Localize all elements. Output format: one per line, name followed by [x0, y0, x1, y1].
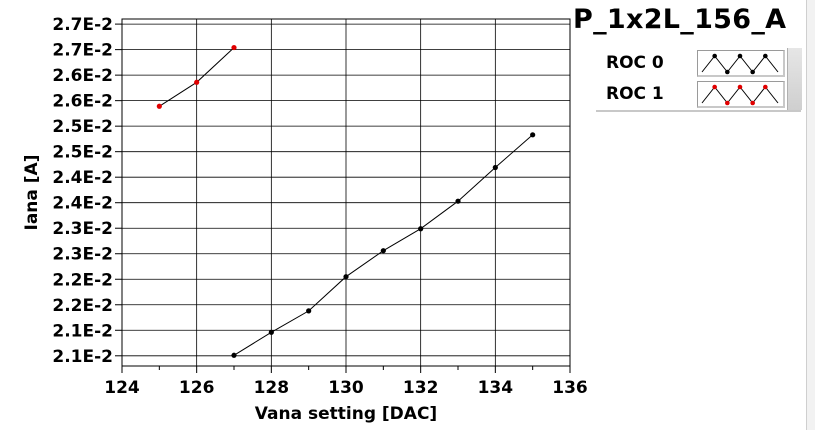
- series-points: [156, 44, 536, 358]
- data-point-roc-0: [231, 352, 237, 358]
- x-axis-title: Vana setting [DAC]: [255, 404, 437, 424]
- legend-line: [701, 86, 779, 104]
- window-edge: [806, 0, 815, 430]
- legend-item-roc-0: ROC 0: [596, 48, 801, 79]
- x-tick-label: 124: [104, 378, 140, 398]
- y-tick-label: 2.1E-2: [52, 347, 113, 367]
- legend-marker: [737, 53, 743, 59]
- grid-lines: [121, 19, 571, 366]
- y-tick-label: 2.3E-2: [52, 219, 113, 239]
- legend-marker: [763, 53, 768, 59]
- legend-swatch-roc-1: [697, 81, 785, 108]
- data-point-roc-1: [156, 103, 162, 109]
- y-tick-label: 2.7E-2: [52, 15, 113, 35]
- x-tick-label: 136: [552, 378, 588, 398]
- legend-marker: [712, 84, 717, 90]
- data-point-roc-1: [194, 79, 200, 85]
- legend-swatch-roc-0: [697, 50, 785, 77]
- legend-marker: [750, 69, 755, 75]
- x-tick-label: 134: [478, 378, 514, 398]
- y-tick-label: 2.1E-2: [52, 321, 113, 341]
- legend: ROC 0 ROC 1: [596, 48, 802, 110]
- y-tick-label: 2.2E-2: [52, 270, 113, 290]
- x-tick-label: 126: [179, 378, 215, 398]
- data-point-roc-0: [418, 226, 424, 232]
- data-point-roc-0: [306, 308, 312, 314]
- y-tick-label: 2.5E-2: [52, 143, 113, 163]
- data-point-roc-0: [530, 132, 536, 138]
- legend-marker: [725, 69, 730, 75]
- y-tick-label: 2.5E-2: [52, 117, 113, 137]
- legend-line: [701, 55, 779, 73]
- y-tick-label: 2.3E-2: [52, 245, 113, 265]
- series-line-roc-0: [233, 134, 534, 356]
- legend-divider: [596, 110, 801, 112]
- y-tick-label: 2.6E-2: [52, 66, 113, 86]
- legend-item-roc-1: ROC 1: [596, 79, 801, 110]
- x-tick-label: 128: [254, 378, 290, 398]
- data-point-roc-0: [343, 274, 349, 280]
- legend-label: ROC 0: [606, 53, 664, 73]
- legend-marker: [750, 100, 755, 106]
- legend-marker: [712, 53, 717, 59]
- x-tick-label: 130: [328, 378, 364, 398]
- legend-label: ROC 1: [606, 84, 664, 104]
- y-axis-title: Iana [A]: [22, 155, 42, 231]
- legend-scrollbar[interactable]: [787, 48, 802, 110]
- x-axis-ticks: 124 126 128 130 132 134 136: [104, 366, 588, 398]
- data-point-roc-1: [231, 44, 237, 51]
- y-tick-label: 2.6E-2: [52, 92, 113, 112]
- y-tick-label: 2.4E-2: [52, 168, 113, 188]
- data-point-roc-0: [455, 198, 461, 204]
- y-tick-label: 2.4E-2: [52, 194, 113, 214]
- legend-marker: [725, 100, 730, 106]
- y-axis-ticks: 2.1E-2 2.1E-2 2.2E-2 2.2E-2 2.3E-2 2.3E-2 2.4E…: [52, 15, 122, 367]
- data-point-roc-0: [492, 164, 498, 171]
- data-point-roc-0: [380, 248, 386, 254]
- legend-marker: [763, 84, 768, 90]
- graph-title: P_1x2L_156_A: [573, 4, 787, 35]
- x-tick-label: 132: [403, 378, 439, 398]
- legend-marker: [737, 84, 743, 90]
- y-tick-label: 2.2E-2: [52, 296, 113, 316]
- y-tick-label: 2.7E-2: [52, 41, 113, 61]
- data-point-roc-0: [268, 329, 274, 335]
